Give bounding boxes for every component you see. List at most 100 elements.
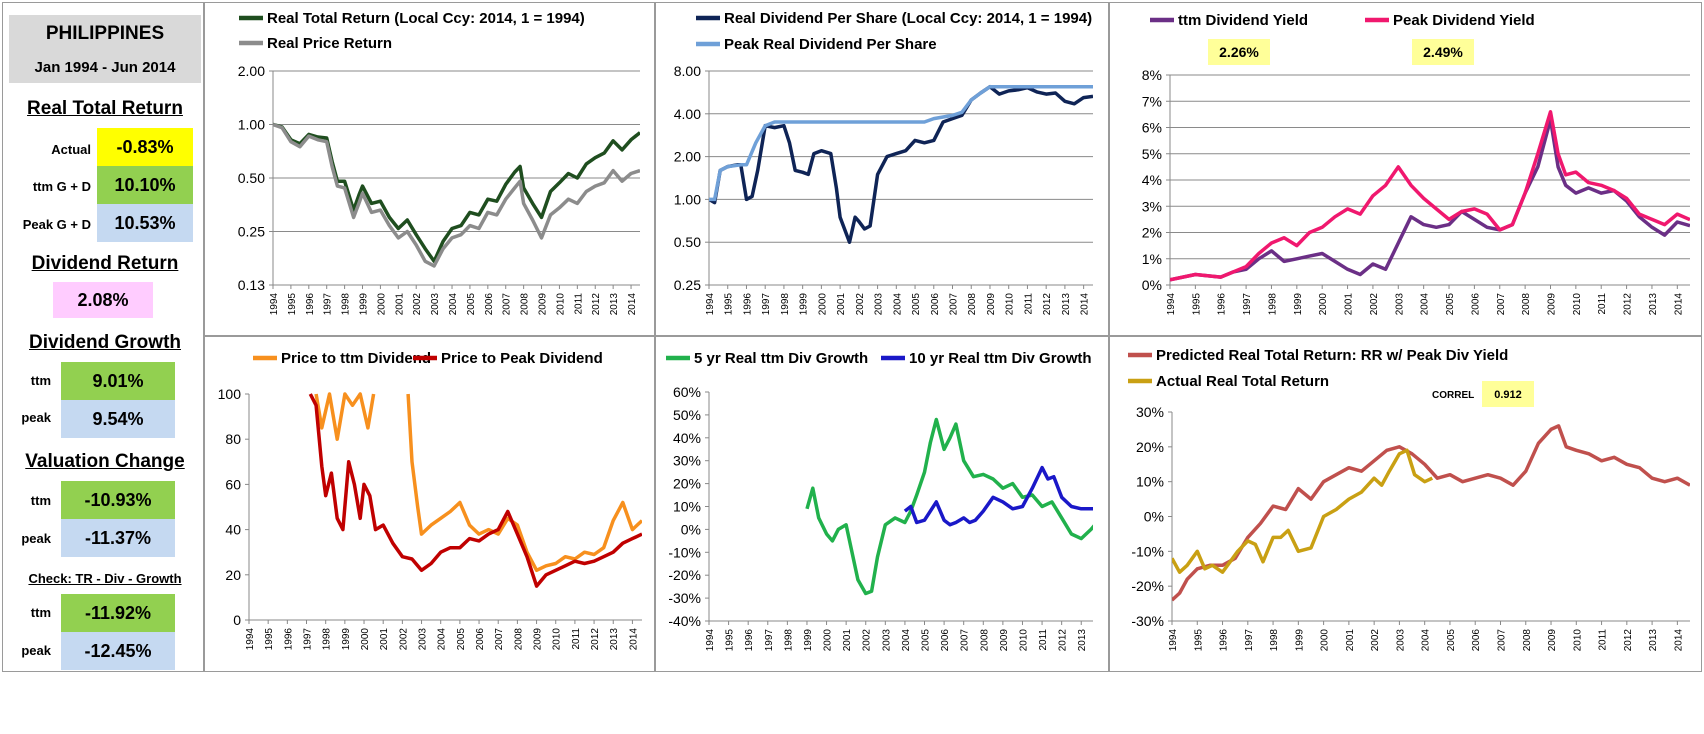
legend-label-2: Peak Dividend Yield [1393,12,1535,29]
y-tick-label: 80 [225,431,241,447]
series-line-1 [1172,424,1690,602]
x-tick-label: 2003 [874,293,885,316]
y-tick-label: 20 [225,567,241,583]
x-tick-label: 2000 [823,629,834,652]
x-tick-label: 2007 [494,628,505,651]
legend-label-2: 10 yr Real ttm Div Growth [909,350,1092,367]
y-tick-label: 20% [673,476,701,492]
x-tick-label: 2012 [1623,629,1634,652]
x-tick-label: 2011 [1023,293,1034,315]
x-tick-label: 2000 [817,293,828,316]
y-tick-label: 1.00 [674,191,701,207]
x-tick-label: 2012 [590,628,601,651]
x-tick-label: 2009 [1546,293,1557,316]
check-heading: Check: TR - Div - Growth [28,571,182,586]
dividend-growth-chart: -40% -30% -20% -10% 0% 10% 20% 30% 40% 50% 60% 1994… [666,350,1093,652]
series-line-1 [314,392,642,573]
x-tick-label: 2012 [591,293,602,316]
x-tick-label: 1998 [780,293,791,316]
x-tick-label: 2007 [1496,293,1507,316]
x-tick-label: 2004 [437,628,448,651]
x-tick-label: 1996 [1217,293,1228,316]
x-tick-label: 2013 [1648,629,1659,652]
x-tick-label: 2007 [1496,629,1507,652]
x-tick-label: 2010 [1572,293,1583,316]
y-tick-label: -40% [668,613,701,629]
predicted-return-chart: -30% -20% -10% 0% 10% 20% 30% 1994 1995 1996 1997 1… [1128,347,1690,651]
x-tick-label: 2004 [448,293,459,316]
x-tick-label: 2000 [360,628,371,651]
x-tick-label: 1998 [322,628,333,651]
legend-label-1: Real Total Return (Local Ccy: 2014, 1 = … [267,10,585,27]
rtr-ttm-label: ttm G + D [32,179,91,194]
x-tick-label: 2010 [555,293,566,316]
x-tick-label: 2006 [930,293,941,316]
y-tick-label: 1% [1142,251,1162,267]
y-tick-label: -10% [1131,543,1164,559]
x-tick-label: 2009 [1547,629,1558,652]
dividend-growth-plot: -40% -30% -20% -10% 0% 10% 20% 30% 40% 50% 60% 1994… [668,384,1093,652]
yield-annotation-value-1: 2.26% [1219,44,1259,60]
x-tick-label: 2010 [1018,629,1029,652]
dividend-return-value: 2.08% [53,282,153,318]
dividend-yield-plot: 0% 1% 2% 3% 4% 5% 6% 7% 8% 1994 1995 1996 1997 1998 19… [1142,67,1690,315]
y-tick-label: 10% [673,499,701,515]
x-tick-label: 2003 [430,293,441,316]
x-tick-label: 1995 [724,293,735,316]
x-tick-label: 1994 [1166,293,1177,316]
x-tick-label: 1999 [799,293,810,316]
total-return-panel: 0.13 0.25 0.50 1.00 2.00 1994 1995 1996 1997 1998… [204,2,655,336]
y-tick-label: 4.00 [674,106,701,122]
legend-label-2: Actual Real Total Return [1156,373,1329,390]
x-tick-label: 2014 [1673,293,1684,316]
x-tick-label: 2001 [379,628,390,651]
x-tick-label: 2013 [1077,629,1088,652]
dividend-return-heading: Dividend Return [31,253,179,274]
x-tick-label: 2007 [960,629,971,652]
x-tick-label: 1997 [1242,293,1253,316]
series-line-2 [273,122,640,268]
legend-label-1: Predicted Real Total Return: RR w/ Peak … [1156,347,1508,364]
y-tick-label: 1.00 [238,117,265,133]
x-tick-label: 2014 [628,628,639,651]
x-tick-label: 2008 [967,293,978,316]
x-tick-label: 2001 [1344,293,1355,316]
y-tick-label: 100 [218,386,242,402]
x-tick-label: 2009 [986,293,997,316]
yield-annotation-box-1 [1208,39,1270,65]
real-total-return-heading: Real Total Return [27,98,183,119]
x-tick-label: 2011 [1038,629,1049,651]
x-tick-label: 1998 [341,293,352,316]
x-tick-label: 1999 [1294,629,1305,652]
x-tick-label: 1996 [305,293,316,316]
x-tick-label: 2006 [484,293,495,316]
x-tick-label: 1994 [705,629,716,652]
x-tick-label: 2001 [836,293,847,316]
x-tick-label: 1997 [761,293,772,316]
y-tick-label: 0.50 [238,170,265,186]
y-tick-label: 6% [1142,120,1162,136]
x-tick-label: 2000 [1318,293,1329,316]
x-tick-label: 1997 [1244,629,1255,652]
predicted-return-plot: -30% -20% -10% 0% 10% 20% 30% 1994 1995 1996 1997 1… [1131,404,1690,651]
y-tick-label: 40% [673,430,701,446]
x-tick-label: 2008 [979,629,990,652]
x-tick-label: 2010 [1572,629,1583,652]
dividend-yield-chart: 0% 1% 2% 3% 4% 5% 6% 7% 8% 1994 1995 1996 1997 1998 19… [1142,12,1690,315]
x-tick-label: 2013 [1648,293,1659,316]
series-line-2 [709,84,1093,202]
x-tick-label: 2001 [394,293,405,316]
y-tick-label: 30% [673,453,701,469]
y-tick-label: 2.00 [674,149,701,165]
series-line-1 [805,417,1093,596]
x-tick-label: 2002 [862,629,873,652]
x-tick-label: 1994 [1168,629,1179,652]
x-tick-label: 2003 [881,629,892,652]
x-tick-label: 2005 [466,293,477,316]
y-tick-label: 8.00 [674,63,701,79]
dividend-per-share-plot: 0.25 0.50 1.00 2.00 4.00 8.00 1994 1995 1996 1997… [674,63,1093,315]
yield-annotation-box-2 [1412,39,1474,65]
date-range: Jan 1994 - Jun 2014 [34,59,176,76]
x-tick-label: 2005 [911,293,922,316]
y-tick-label: 0 [233,612,241,628]
